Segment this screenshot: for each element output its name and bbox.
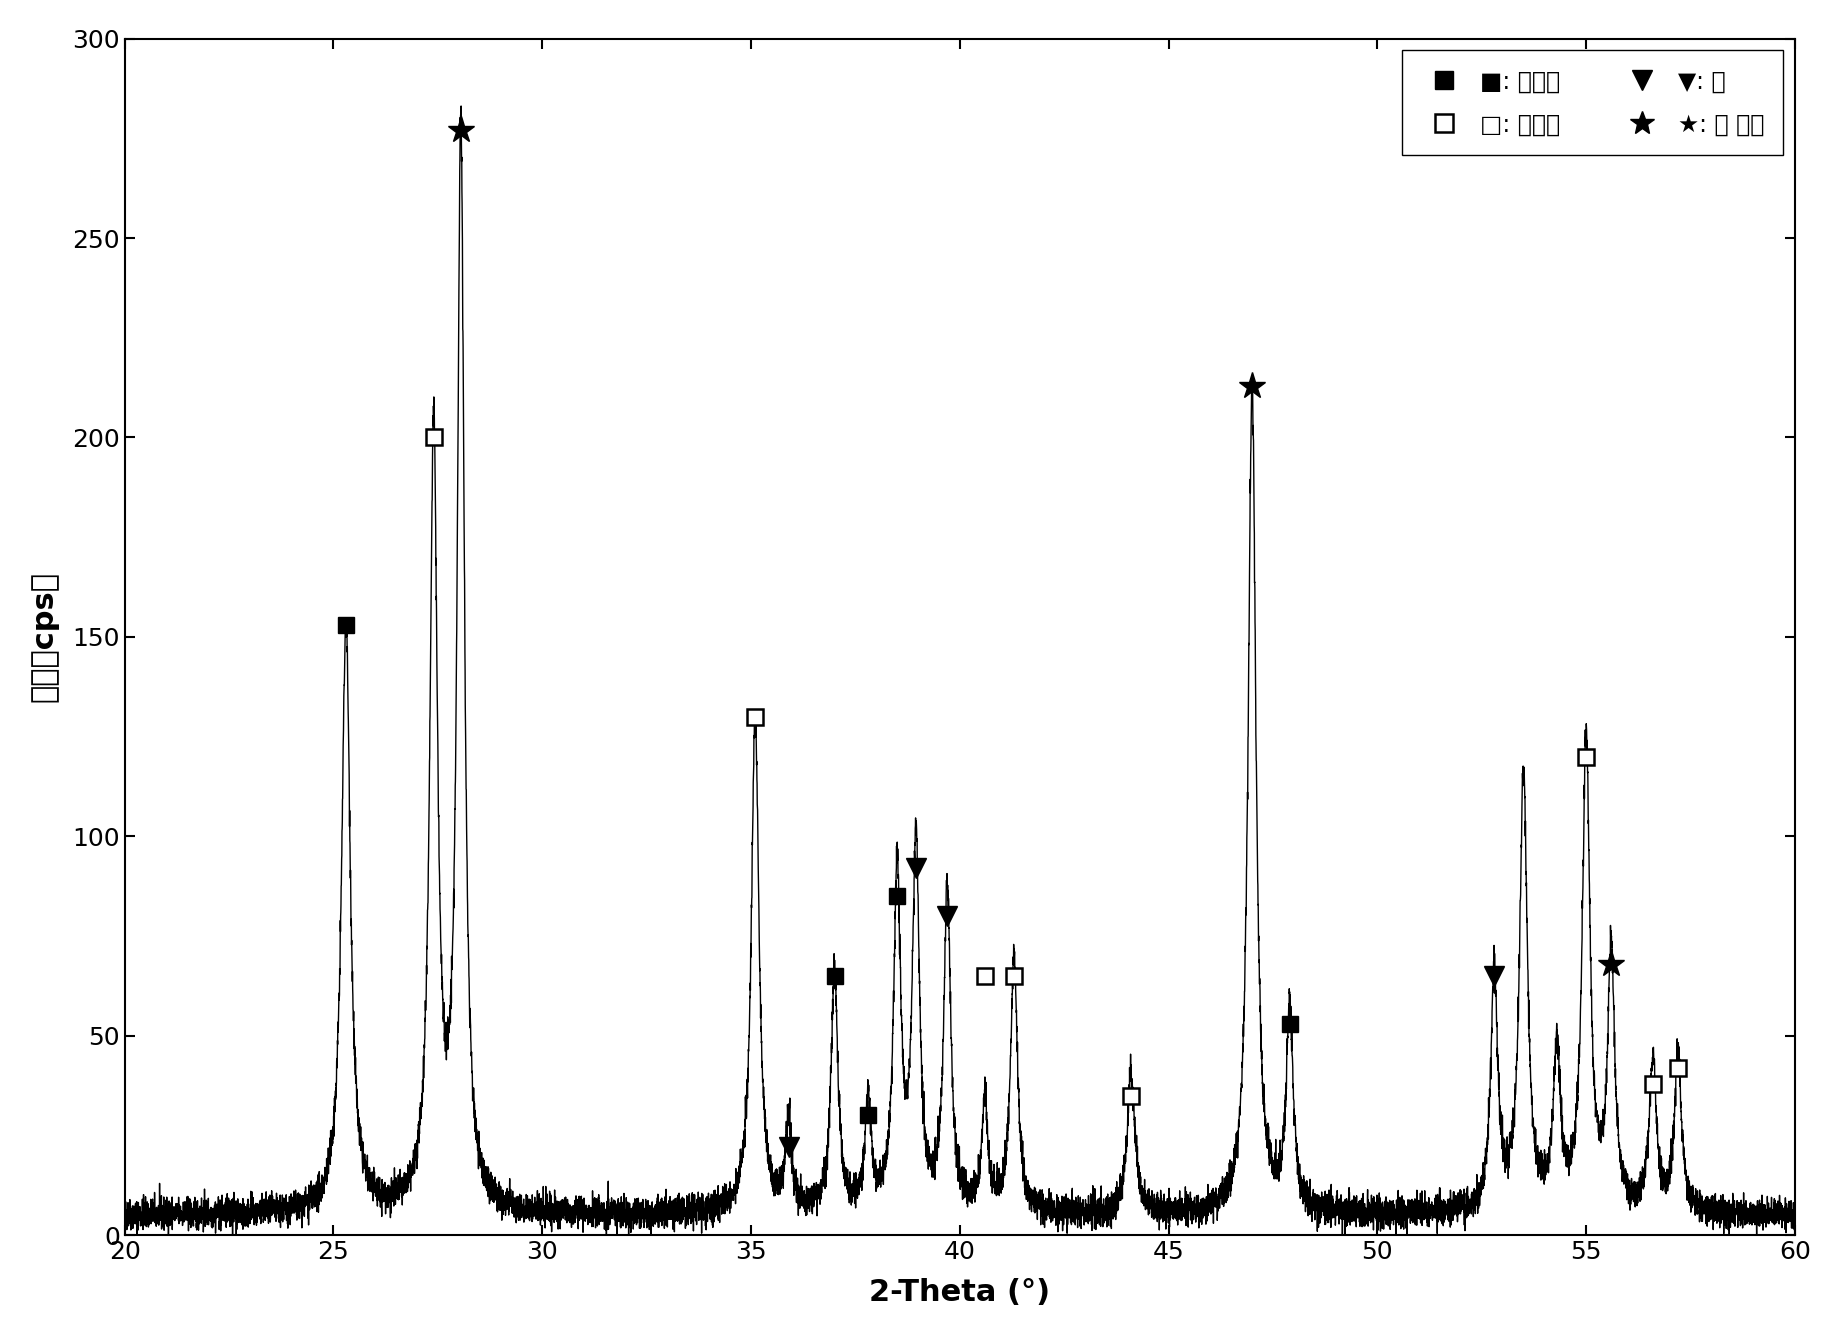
- X-axis label: 2-Theta (°): 2-Theta (°): [868, 1277, 1050, 1307]
- Y-axis label: 强度（cps）: 强度（cps）: [29, 572, 59, 703]
- Legend: ■: 锐钙矿, □: 金红石, ▼: 鑂, ★: 氟 化馒: ■: 锐钙矿, □: 金红石, ▼: 鑂, ★: 氟 化馒: [1401, 51, 1782, 155]
